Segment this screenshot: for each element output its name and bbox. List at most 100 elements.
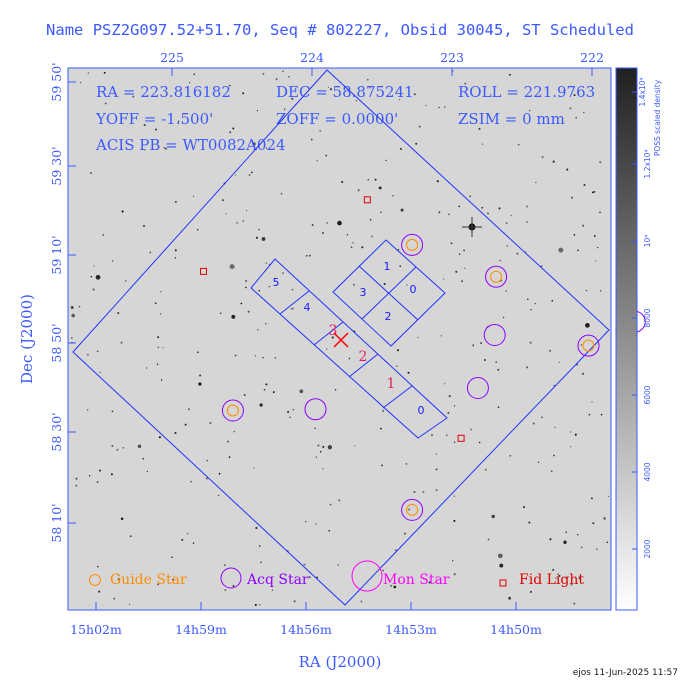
field-star bbox=[160, 379, 163, 381]
field-star bbox=[122, 447, 124, 449]
field-star bbox=[408, 508, 411, 511]
field-star bbox=[578, 577, 581, 580]
field-star bbox=[470, 428, 472, 431]
left-tick-label: 58 10' bbox=[49, 503, 64, 542]
field-star bbox=[244, 394, 246, 396]
field-star bbox=[597, 246, 599, 249]
bottom-tick-label: 14h56m bbox=[280, 622, 332, 637]
field-star bbox=[196, 228, 199, 231]
field-star bbox=[400, 208, 404, 212]
field-star bbox=[508, 73, 511, 76]
chip-divider bbox=[313, 321, 344, 346]
x-axis-label: RA (J2000) bbox=[299, 653, 382, 671]
field-star bbox=[596, 548, 598, 550]
field-star bbox=[341, 180, 344, 184]
field-star bbox=[392, 195, 394, 197]
field-star bbox=[393, 585, 397, 589]
field-star bbox=[99, 371, 101, 374]
field-star bbox=[192, 195, 195, 197]
field-star bbox=[316, 576, 319, 579]
top-tick-label: 223 bbox=[440, 50, 464, 65]
field-star bbox=[497, 553, 503, 559]
field-star bbox=[263, 388, 266, 391]
field-star bbox=[450, 242, 453, 245]
field-star bbox=[255, 236, 258, 239]
field-star bbox=[464, 267, 466, 269]
field-star bbox=[337, 564, 339, 566]
field-star bbox=[569, 431, 572, 433]
fid-light-marker bbox=[457, 434, 465, 442]
field-star bbox=[95, 274, 101, 280]
field-star bbox=[232, 127, 235, 130]
field-star bbox=[156, 363, 159, 366]
field-star bbox=[255, 526, 258, 530]
field-star bbox=[595, 260, 597, 262]
field-star bbox=[573, 94, 576, 97]
field-star bbox=[383, 282, 386, 285]
bottom-tick-label: 15h02m bbox=[70, 622, 122, 637]
acq-star-legend-icon bbox=[220, 567, 242, 589]
field-star bbox=[193, 73, 196, 76]
field-star bbox=[337, 220, 342, 226]
field-star bbox=[157, 583, 159, 586]
field-star bbox=[497, 406, 500, 409]
field-star bbox=[160, 291, 162, 293]
field-star bbox=[218, 472, 221, 475]
field-star bbox=[599, 211, 601, 214]
field-star bbox=[591, 401, 593, 403]
field-star bbox=[448, 395, 451, 398]
field-star bbox=[472, 344, 475, 347]
field-star bbox=[174, 249, 177, 252]
field-star bbox=[251, 171, 253, 174]
guide-star-marker bbox=[406, 238, 419, 251]
chip-label: 1 bbox=[384, 260, 391, 273]
field-star bbox=[292, 307, 294, 310]
field-star bbox=[117, 573, 120, 576]
field-star bbox=[443, 383, 446, 385]
field-star bbox=[540, 265, 543, 268]
field-star bbox=[305, 254, 308, 257]
field-star bbox=[259, 604, 261, 606]
field-star bbox=[399, 265, 402, 268]
field-star bbox=[369, 87, 371, 89]
field-star bbox=[96, 350, 99, 353]
roll-value: ROLL = 221.9763 bbox=[458, 83, 595, 101]
field-star bbox=[254, 603, 257, 606]
field-star bbox=[334, 388, 337, 391]
field-star bbox=[508, 596, 512, 600]
field-star bbox=[252, 142, 256, 146]
bottom-tick-label: 14h53m bbox=[385, 622, 437, 637]
field-star bbox=[165, 148, 167, 150]
field-star bbox=[157, 336, 160, 339]
field-star bbox=[563, 540, 567, 544]
field-star bbox=[71, 313, 75, 318]
field-star bbox=[70, 306, 74, 309]
field-star bbox=[163, 146, 166, 149]
field-star bbox=[526, 205, 529, 208]
field-star bbox=[565, 531, 567, 533]
field-star bbox=[360, 600, 363, 603]
colorbar-tick-label: 6000 bbox=[643, 385, 652, 404]
chart-title: Name PSZ2G097.52+51.70, Seq # 802227, Ob… bbox=[46, 21, 634, 39]
field-star bbox=[143, 124, 146, 127]
field-star bbox=[175, 201, 177, 203]
field-star bbox=[88, 474, 91, 477]
field-star bbox=[497, 368, 500, 371]
chip-label: 3 bbox=[329, 323, 338, 339]
field-star bbox=[431, 434, 433, 436]
field-star bbox=[268, 285, 271, 288]
field-star bbox=[516, 252, 519, 255]
colorbar-tick-label: 1.2x10⁴ bbox=[643, 150, 652, 179]
acq-star-marker bbox=[304, 398, 327, 421]
field-star bbox=[558, 574, 561, 577]
fid-light-legend-label: Fid Light bbox=[519, 572, 584, 588]
field-star bbox=[171, 556, 173, 559]
chip-label: 1 bbox=[387, 376, 396, 392]
field-star bbox=[577, 249, 579, 252]
field-star bbox=[575, 116, 577, 119]
field-star bbox=[159, 313, 162, 315]
field-star bbox=[75, 484, 78, 487]
field-star bbox=[518, 143, 520, 146]
field-star bbox=[438, 211, 441, 214]
field-star bbox=[448, 213, 450, 216]
